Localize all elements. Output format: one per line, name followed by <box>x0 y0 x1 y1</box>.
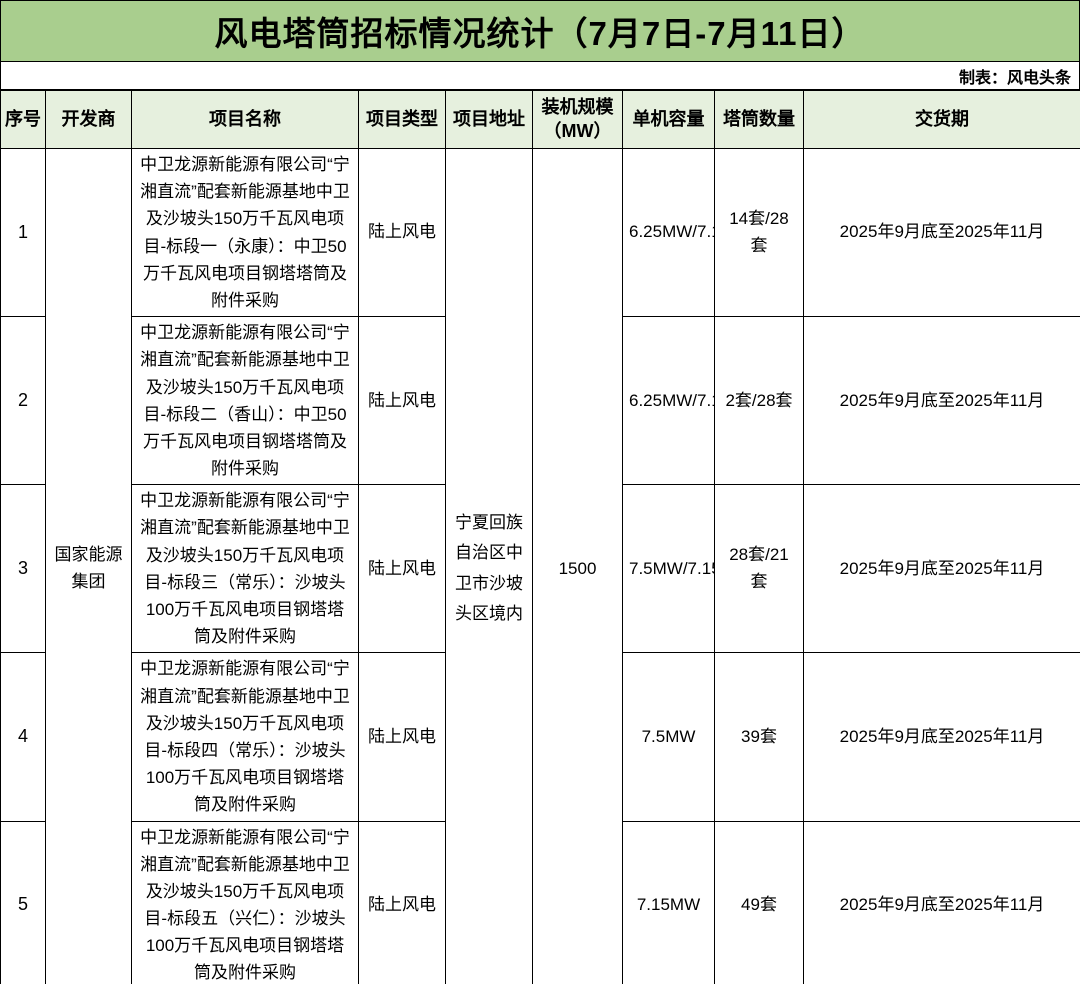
cell-delivery: 2025年9月底至2025年11月 <box>803 316 1080 486</box>
cell-developer-merged: 国家能源集团 <box>45 148 132 984</box>
page-title: 风电塔筒招标情况统计（7月7日-7月11日） <box>0 0 1080 62</box>
header-developer: 开发商 <box>45 90 132 149</box>
cell-delivery: 2025年9月底至2025年11月 <box>803 652 1080 822</box>
table-row: 3 中卫龙源新能源有限公司“宁湘直流”配套新能源基地中卫及沙坡头150万千瓦风电… <box>0 484 1080 654</box>
cell-project-name: 中卫龙源新能源有限公司“宁湘直流”配套新能源基地中卫及沙坡头150万千瓦风电项目… <box>131 316 359 486</box>
table-row: 5 中卫龙源新能源有限公司“宁湘直流”配套新能源基地中卫及沙坡头150万千瓦风电… <box>0 820 1080 984</box>
cell-tower-count: 39套 <box>714 652 804 822</box>
header-project-name: 项目名称 <box>131 90 359 149</box>
cell-project-name: 中卫龙源新能源有限公司“宁湘直流”配套新能源基地中卫及沙坡头150万千瓦风电项目… <box>131 147 359 318</box>
cell-seq: 3 <box>0 484 46 654</box>
header-row: 序号 开发商 项目名称 项目类型 项目地址 装机规模 （MW） 单机容量 塔筒数… <box>0 90 1080 149</box>
header-seq: 序号 <box>0 90 46 149</box>
header-unit-capacity: 单机容量 <box>622 90 715 149</box>
cell-project-type: 陆上风电 <box>358 147 446 318</box>
credit-text: 制表：风电头条 <box>958 69 1071 87</box>
cell-tower-count: 28套/21套 <box>714 484 804 654</box>
header-capacity-mw: 装机规模 （MW） <box>532 90 623 149</box>
table-row: 4 中卫龙源新能源有限公司“宁湘直流”配套新能源基地中卫及沙坡头150万千瓦风电… <box>0 652 1080 822</box>
credit-band: 制表：风电头条 <box>0 62 1080 90</box>
table-row: 1 国家能源集团 中卫龙源新能源有限公司“宁湘直流”配套新能源基地中卫及沙坡头1… <box>0 147 1080 984</box>
cell-capacity-merged: 1500 <box>532 148 623 984</box>
cell-seq: 2 <box>0 316 46 486</box>
cell-project-type: 陆上风电 <box>358 820 446 984</box>
cell-unit-capacity: 6.25MW/7.15MW <box>622 147 715 318</box>
cell-unit-capacity: 7.5MW <box>622 652 715 822</box>
cell-tower-count: 2套/28套 <box>714 316 804 486</box>
header-address: 项目地址 <box>445 90 533 149</box>
cell-delivery: 2025年9月底至2025年11月 <box>803 820 1080 984</box>
cell-delivery: 2025年9月底至2025年11月 <box>803 147 1080 318</box>
cell-seq: 4 <box>0 652 46 822</box>
cell-project-name: 中卫龙源新能源有限公司“宁湘直流”配套新能源基地中卫及沙坡头150万千瓦风电项目… <box>131 652 359 822</box>
cell-project-type: 陆上风电 <box>358 652 446 822</box>
tender-table: 序号 开发商 项目名称 项目类型 项目地址 装机规模 （MW） 单机容量 塔筒数… <box>0 90 1080 984</box>
table-row: 2 中卫龙源新能源有限公司“宁湘直流”配套新能源基地中卫及沙坡头150万千瓦风电… <box>0 316 1080 486</box>
cell-delivery: 2025年9月底至2025年11月 <box>803 484 1080 654</box>
cell-unit-capacity: 7.15MW <box>622 820 715 984</box>
cell-tower-count: 49套 <box>714 820 804 984</box>
cell-project-type: 陆上风电 <box>358 484 446 654</box>
header-delivery: 交货期 <box>803 90 1080 149</box>
cell-project-type: 陆上风电 <box>358 316 446 486</box>
cell-seq: 1 <box>0 147 46 318</box>
cell-project-name: 中卫龙源新能源有限公司“宁湘直流”配套新能源基地中卫及沙坡头150万千瓦风电项目… <box>131 820 359 984</box>
header-project-type: 项目类型 <box>358 90 446 149</box>
cell-project-name: 中卫龙源新能源有限公司“宁湘直流”配套新能源基地中卫及沙坡头150万千瓦风电项目… <box>131 484 359 654</box>
cell-seq: 5 <box>0 820 46 984</box>
cell-address-merged: 宁夏回族自治区中卫市沙坡头区境内 <box>445 148 533 984</box>
cell-unit-capacity: 7.5MW/7.15MW <box>622 484 715 654</box>
cell-tower-count: 14套/28套 <box>714 147 804 318</box>
cell-unit-capacity: 6.25MW/7.15MW <box>622 316 715 486</box>
header-tower-count: 塔筒数量 <box>714 90 804 149</box>
